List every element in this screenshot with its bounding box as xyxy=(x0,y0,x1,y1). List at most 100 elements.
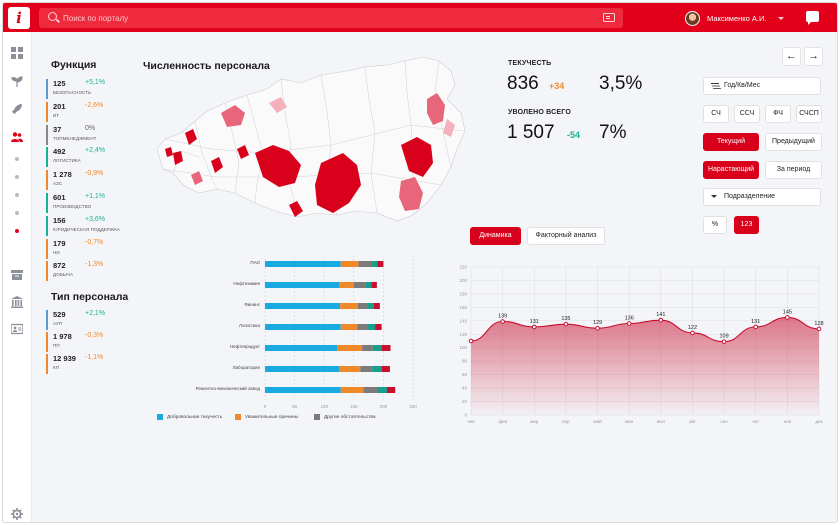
personnel-type-label: ПП xyxy=(53,343,60,348)
grid-icon[interactable] xyxy=(11,47,23,59)
bar-segment[interactable] xyxy=(357,303,369,309)
bar-segment[interactable] xyxy=(265,366,339,372)
subdivision-select[interactable]: Подразделение xyxy=(703,188,821,206)
data-point[interactable] xyxy=(658,317,664,323)
bar-segment[interactable] xyxy=(386,387,396,393)
bar-segment[interactable] xyxy=(340,324,358,330)
bar-segment[interactable] xyxy=(340,387,364,393)
period-current-button[interactable]: Текущий xyxy=(703,133,759,151)
bar-segment[interactable] xyxy=(340,261,359,267)
data-point[interactable] xyxy=(626,321,632,326)
nav-dot[interactable] xyxy=(15,175,19,179)
nav-dot[interactable] xyxy=(15,193,19,197)
data-point[interactable] xyxy=(690,330,695,336)
archive-icon[interactable] xyxy=(11,269,23,281)
chevron-down-icon[interactable] xyxy=(778,16,785,20)
data-point[interactable] xyxy=(816,326,822,332)
chat-icon[interactable] xyxy=(806,11,819,25)
bar-segment[interactable] xyxy=(360,366,373,372)
unit-percent-button[interactable]: % xyxy=(703,216,727,234)
seedling-icon[interactable] xyxy=(11,75,23,87)
bar-segment[interactable] xyxy=(265,345,338,351)
personnel-type-item[interactable]: 12 939 -1,1% КП xyxy=(46,354,131,374)
app-logo[interactable]: i xyxy=(8,7,30,29)
data-point[interactable] xyxy=(595,325,600,331)
russia-map[interactable] xyxy=(151,53,473,223)
bar-segment[interactable] xyxy=(368,303,374,309)
function-item[interactable]: 37 0% ТОПМЕНЕДЖМЕНТ xyxy=(46,124,131,145)
unit-count-button[interactable]: 123 xyxy=(734,216,759,234)
metric-button[interactable]: ФЧ xyxy=(765,105,791,123)
bar-segment[interactable] xyxy=(377,387,387,393)
bar-segment[interactable] xyxy=(357,324,369,330)
data-point[interactable] xyxy=(785,315,790,320)
bar-segment[interactable] xyxy=(340,303,358,309)
bar-segment[interactable] xyxy=(368,324,376,330)
nav-dot-active[interactable] xyxy=(15,229,19,233)
bar-segment[interactable] xyxy=(265,303,341,309)
bar-segment[interactable] xyxy=(373,303,380,309)
function-item[interactable]: 872 -1,3% ДОБЫЧА xyxy=(46,261,131,282)
data-point[interactable] xyxy=(721,339,727,344)
data-point[interactable] xyxy=(531,324,537,330)
function-item[interactable]: 601 +1,1% ПРОИЗВОДСТВО xyxy=(46,193,131,213)
function-item[interactable]: 156 +3,6% ЮРИДИЧЕСКАЯ ПОДДЕРЖКА xyxy=(46,215,131,236)
function-item[interactable]: 125 +5,1% БЕЗОПАСНОСТЬ xyxy=(46,79,131,99)
bar-segment[interactable] xyxy=(265,387,341,393)
bar-segment[interactable] xyxy=(358,261,372,267)
bar-segment[interactable] xyxy=(339,282,354,288)
bar-segment[interactable] xyxy=(353,282,366,288)
bar-segment[interactable] xyxy=(265,324,341,330)
function-item[interactable]: 492 +2,4% ЛОГИСТИКА xyxy=(46,147,131,168)
prev-arrow-button[interactable]: ← xyxy=(782,47,801,66)
metric-button[interactable]: ССЧ xyxy=(734,105,760,123)
bar-segment[interactable] xyxy=(372,345,382,351)
map-regions-highlighted[interactable] xyxy=(165,93,455,217)
data-point[interactable] xyxy=(563,321,569,327)
tab-factor-analysis[interactable]: Факторный анализ xyxy=(527,227,605,245)
bar-segment[interactable] xyxy=(339,366,361,372)
search-box[interactable] xyxy=(39,8,623,28)
bar-segment[interactable] xyxy=(371,282,377,288)
function-item[interactable]: 201 -2,6% ИТ xyxy=(46,101,131,122)
accumulating-button[interactable]: Нарастающий xyxy=(703,161,759,179)
bar-segment[interactable] xyxy=(377,261,384,267)
bar-segment[interactable] xyxy=(372,366,382,372)
personnel-type-item[interactable]: 1 978 -0,3% ПП xyxy=(46,332,131,352)
data-point[interactable] xyxy=(753,324,759,330)
bar-segment[interactable] xyxy=(362,345,373,351)
for-period-button[interactable]: За период xyxy=(765,161,822,179)
bar-segment[interactable] xyxy=(375,324,382,330)
data-point[interactable] xyxy=(500,319,505,324)
data-point[interactable] xyxy=(468,338,474,344)
users-icon[interactable] xyxy=(11,131,23,143)
bar-segment[interactable] xyxy=(365,282,372,288)
avatar[interactable] xyxy=(685,10,700,26)
rocket-icon[interactable] xyxy=(11,103,23,115)
metric-button[interactable]: СЧСП xyxy=(796,105,822,123)
bar-segment[interactable] xyxy=(265,282,339,288)
nav-dot[interactable] xyxy=(15,211,19,215)
bar-segment[interactable] xyxy=(337,345,363,351)
nav-dot[interactable] xyxy=(15,157,19,161)
id-card-icon[interactable] xyxy=(11,323,23,335)
function-item[interactable]: 179 -0,7% НИ xyxy=(46,238,131,259)
bar-segment[interactable] xyxy=(371,261,378,267)
bar-segment[interactable] xyxy=(381,366,390,372)
tab-dynamics[interactable]: Динамика xyxy=(470,227,521,245)
next-arrow-button[interactable]: → xyxy=(804,47,823,66)
bank-icon[interactable] xyxy=(11,296,23,308)
user-menu[interactable]: Максименко А.И. xyxy=(685,9,785,27)
period-previous-button[interactable]: Предыдущий xyxy=(765,133,822,151)
bar-segment[interactable] xyxy=(265,261,341,267)
settings-icon[interactable] xyxy=(11,508,23,520)
search-input[interactable] xyxy=(63,8,583,28)
category-label: Нефтепродукт xyxy=(230,344,260,349)
id-card-icon[interactable] xyxy=(603,13,615,22)
bar-segment[interactable] xyxy=(363,387,378,393)
metric-button[interactable]: СЧ xyxy=(703,105,729,123)
function-item[interactable]: 1 278 -0,9% АЗС xyxy=(46,170,131,191)
personnel-type-item[interactable]: 529 +2,1% АУП xyxy=(46,310,131,330)
period-select[interactable]: Год/Кв/Мес xyxy=(703,77,821,95)
bar-segment[interactable] xyxy=(381,345,391,351)
